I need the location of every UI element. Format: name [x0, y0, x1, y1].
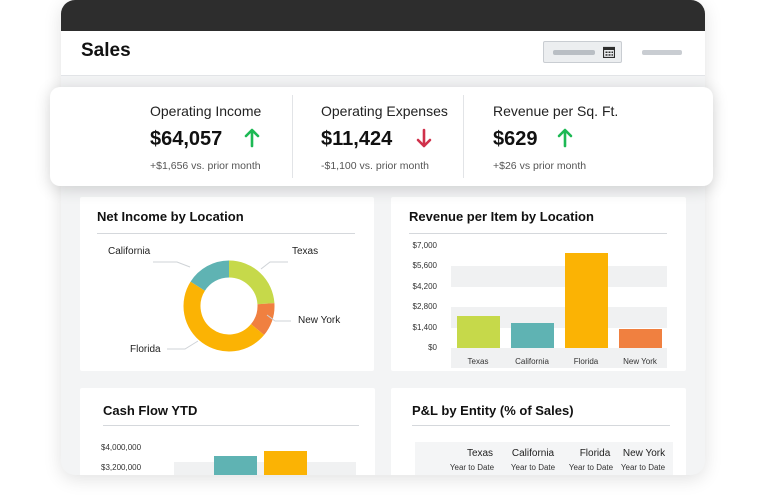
kpi-operating-expenses: Operating Expenses $11,424 -$1,100 vs. p… — [321, 87, 461, 186]
app-window: Sales Net Income by Location California … — [61, 0, 705, 475]
x-tick-label: New York — [623, 357, 657, 366]
date-picker[interactable] — [543, 41, 622, 63]
leader-line — [266, 314, 291, 322]
donut-slice-texas — [228, 260, 275, 305]
kpi-value: $64,057 — [150, 128, 223, 150]
bar-texas — [456, 315, 500, 348]
divider — [409, 233, 667, 234]
slice-label: California — [108, 246, 151, 257]
card-title: P&L by Entity (% of Sales) — [412, 403, 574, 418]
grid-band — [451, 266, 667, 287]
y-tick-label: $0 — [428, 343, 437, 352]
x-tick-label: Florida — [573, 357, 599, 366]
donut-slice-florida — [183, 281, 265, 352]
divider — [463, 95, 464, 178]
bar-new-york — [618, 329, 662, 348]
grid-band — [451, 348, 667, 369]
date-placeholder — [553, 50, 595, 55]
kpi-revenue-per-sqft: Revenue per Sq. Ft. $629 +$26 vs prior m… — [493, 87, 633, 186]
pl-column-header: California — [511, 448, 555, 459]
page-title: Sales — [81, 40, 131, 61]
pl-table-header — [415, 442, 673, 475]
y-tick-label: $4,200 — [412, 281, 437, 291]
app-header: Sales — [61, 31, 705, 76]
grid-band — [451, 307, 667, 328]
card-title: Cash Flow YTD — [103, 403, 198, 418]
pl-column-subheader: Year to Date — [449, 463, 495, 472]
kpi-delta: +$1,656 vs. prior month — [150, 160, 261, 172]
divider — [97, 233, 355, 234]
arrow-up-icon — [244, 128, 260, 148]
donut-slice-new-york — [250, 303, 275, 336]
y-tick-label: $1,400 — [412, 322, 437, 332]
net-income-donut — [153, 260, 291, 352]
kpi-value: $629 — [493, 128, 538, 150]
net-income-card: Net Income by Location California Texas … — [80, 197, 374, 371]
cash-flow-bar — [214, 455, 257, 475]
arrow-down-icon — [416, 128, 432, 148]
kpi-operating-income: Operating Income $64,057 +$1,656 vs. pri… — [150, 87, 290, 186]
kpi-label: Revenue per Sq. Ft. — [493, 103, 619, 119]
y-tick-label: $3,200,000 — [101, 463, 142, 472]
pl-column-subheader: Year to Date — [510, 463, 556, 472]
y-tick-label: $2,800 — [412, 302, 437, 312]
pl-column-header: Florida — [579, 448, 611, 459]
pl-column-header: New York — [622, 448, 666, 459]
leader-line — [260, 261, 288, 270]
kpi-label: Operating Income — [150, 103, 262, 119]
kpi-delta: -$1,100 vs. prior month — [321, 160, 429, 172]
revenue-bar-chart: $7,000 $5,600 $4,200 $2,800 $1,400 $0 Texas Cal… — [391, 197, 686, 371]
donut-slice-california — [190, 260, 230, 292]
cash-flow-card: Cash Flow YTD $4,000,000 $3,200,000 — [80, 388, 375, 475]
x-tick-label: Texas — [467, 357, 489, 366]
slice-label: Florida — [130, 344, 161, 355]
divider — [292, 95, 293, 178]
leader-line — [167, 340, 199, 350]
kpi-value: $11,424 — [321, 128, 393, 150]
card-title: Net Income by Location — [97, 209, 244, 224]
divider — [412, 425, 670, 426]
cash-flow-bar-chart: $4,000,000 $3,200,000 — [80, 388, 375, 475]
cash-flow-bar — [264, 450, 307, 475]
slice-label: Texas — [292, 246, 319, 257]
y-tick-label: $5,600 — [412, 261, 437, 271]
calendar-icon — [603, 46, 615, 58]
y-tick-label: $4,000,000 — [101, 443, 142, 452]
slice-label: New York — [298, 315, 341, 326]
leader-line — [153, 261, 191, 268]
bar-florida — [564, 253, 608, 348]
menu-placeholder[interactable] — [642, 50, 682, 55]
arrow-up-icon — [557, 128, 573, 148]
card-title: Revenue per Item by Location — [409, 209, 594, 224]
pl-column-header: Texas — [466, 448, 494, 459]
bar-california — [510, 323, 554, 348]
window-titlebar — [61, 0, 705, 31]
revenue-per-item-card: Revenue per Item by Location $7,000 $5,60… — [391, 197, 686, 371]
y-tick-label: $7,000 — [412, 241, 437, 250]
pl-column-subheader: Year to Date — [620, 463, 666, 472]
pl-column-subheader: Year to Date — [568, 463, 614, 472]
divider — [103, 425, 359, 426]
x-tick-label: California — [515, 357, 549, 366]
pl-entity-card: P&L by Entity (% of Sales) Texas Year to… — [391, 388, 686, 475]
kpi-summary-card: Operating Income $64,057 +$1,656 vs. pri… — [50, 87, 713, 186]
kpi-delta: +$26 vs prior month — [493, 160, 587, 172]
kpi-label: Operating Expenses — [321, 103, 448, 119]
